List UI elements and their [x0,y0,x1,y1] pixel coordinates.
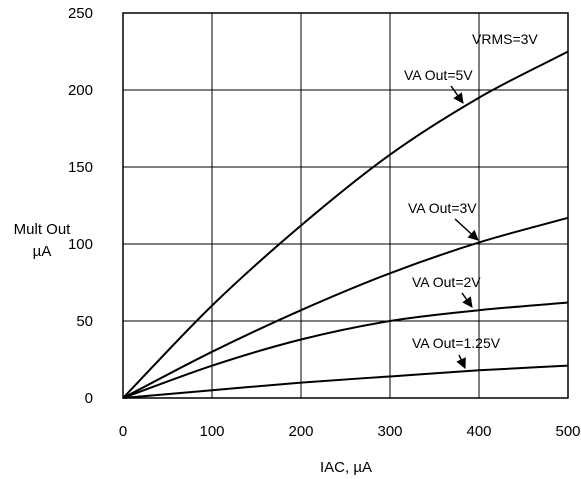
y-tick-label-0: 0 [85,390,93,407]
condition-label: VRMS=3V [472,31,538,47]
x-tick-label-200: 200 [288,423,313,440]
y-tick-label-50: 50 [76,313,93,330]
grid [122,12,569,399]
series-annotations: VA Out=5V VA Out=3V VA Out=2V VA Out=1.25V [404,67,501,369]
y-tick-label-250: 250 [68,5,93,22]
x-tick-label-100: 100 [199,423,224,440]
y-tick-label-200: 200 [68,82,93,99]
x-tick-label-500: 500 [555,423,580,440]
y-axis-label-line2: µA [33,243,52,260]
series-label-va-out-5v: VA Out=5V [404,67,473,83]
series-label-va-out-3v: VA Out=3V [408,200,477,216]
x-tick-label-300: 300 [377,423,402,440]
x-tick-label-0: 0 [119,423,127,440]
series-group [122,50,569,399]
series-label-va-out-2v: VA Out=2V [412,274,481,290]
series-arrow-va-out-3v [454,218,479,241]
series-arrow-va-out-5v [450,85,464,104]
plot-frame [122,12,569,399]
series-line-va-out-1-25v [122,364,569,399]
y-axis-label-line1: Mult Out [14,221,72,238]
y-tick-label-150: 150 [68,159,93,176]
x-axis-label: IAC, µA [320,459,372,476]
series-line-va-out-5v [122,50,569,399]
series-arrow-va-out-2v [461,292,473,308]
y-tick-label-100: 100 [68,236,93,253]
series-line-va-out-3v [122,216,569,399]
series-arrow-va-out-1-25v [456,354,466,369]
x-tick-label-400: 400 [466,423,491,440]
series-label-va-out-1-25v: VA Out=1.25V [412,335,501,351]
series-line-va-out-2v [122,301,569,399]
tick-labels: 0 100 200 300 400 500 0 50 100 150 200 250 [68,5,581,440]
